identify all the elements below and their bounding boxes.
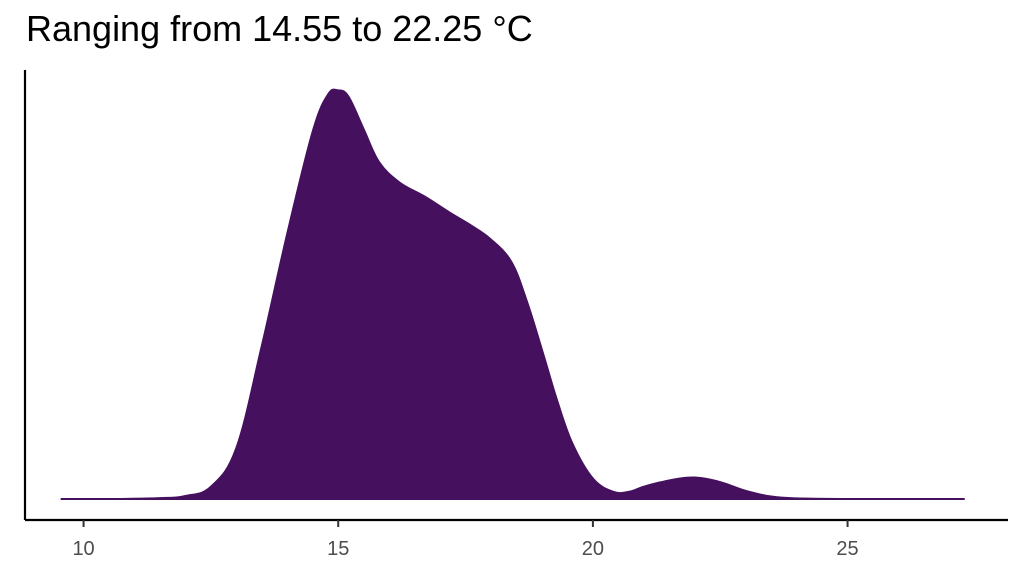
x-tick-label: 25: [836, 538, 858, 560]
x-tick-label: 20: [582, 538, 604, 560]
x-tick-label: 15: [327, 538, 349, 560]
density-area: [60, 88, 965, 501]
x-tick-label: 10: [72, 538, 94, 560]
chart-title: Ranging from 14.55 to 22.25 °C: [26, 8, 533, 49]
x-ticks: 10 15 20 25: [72, 520, 859, 560]
